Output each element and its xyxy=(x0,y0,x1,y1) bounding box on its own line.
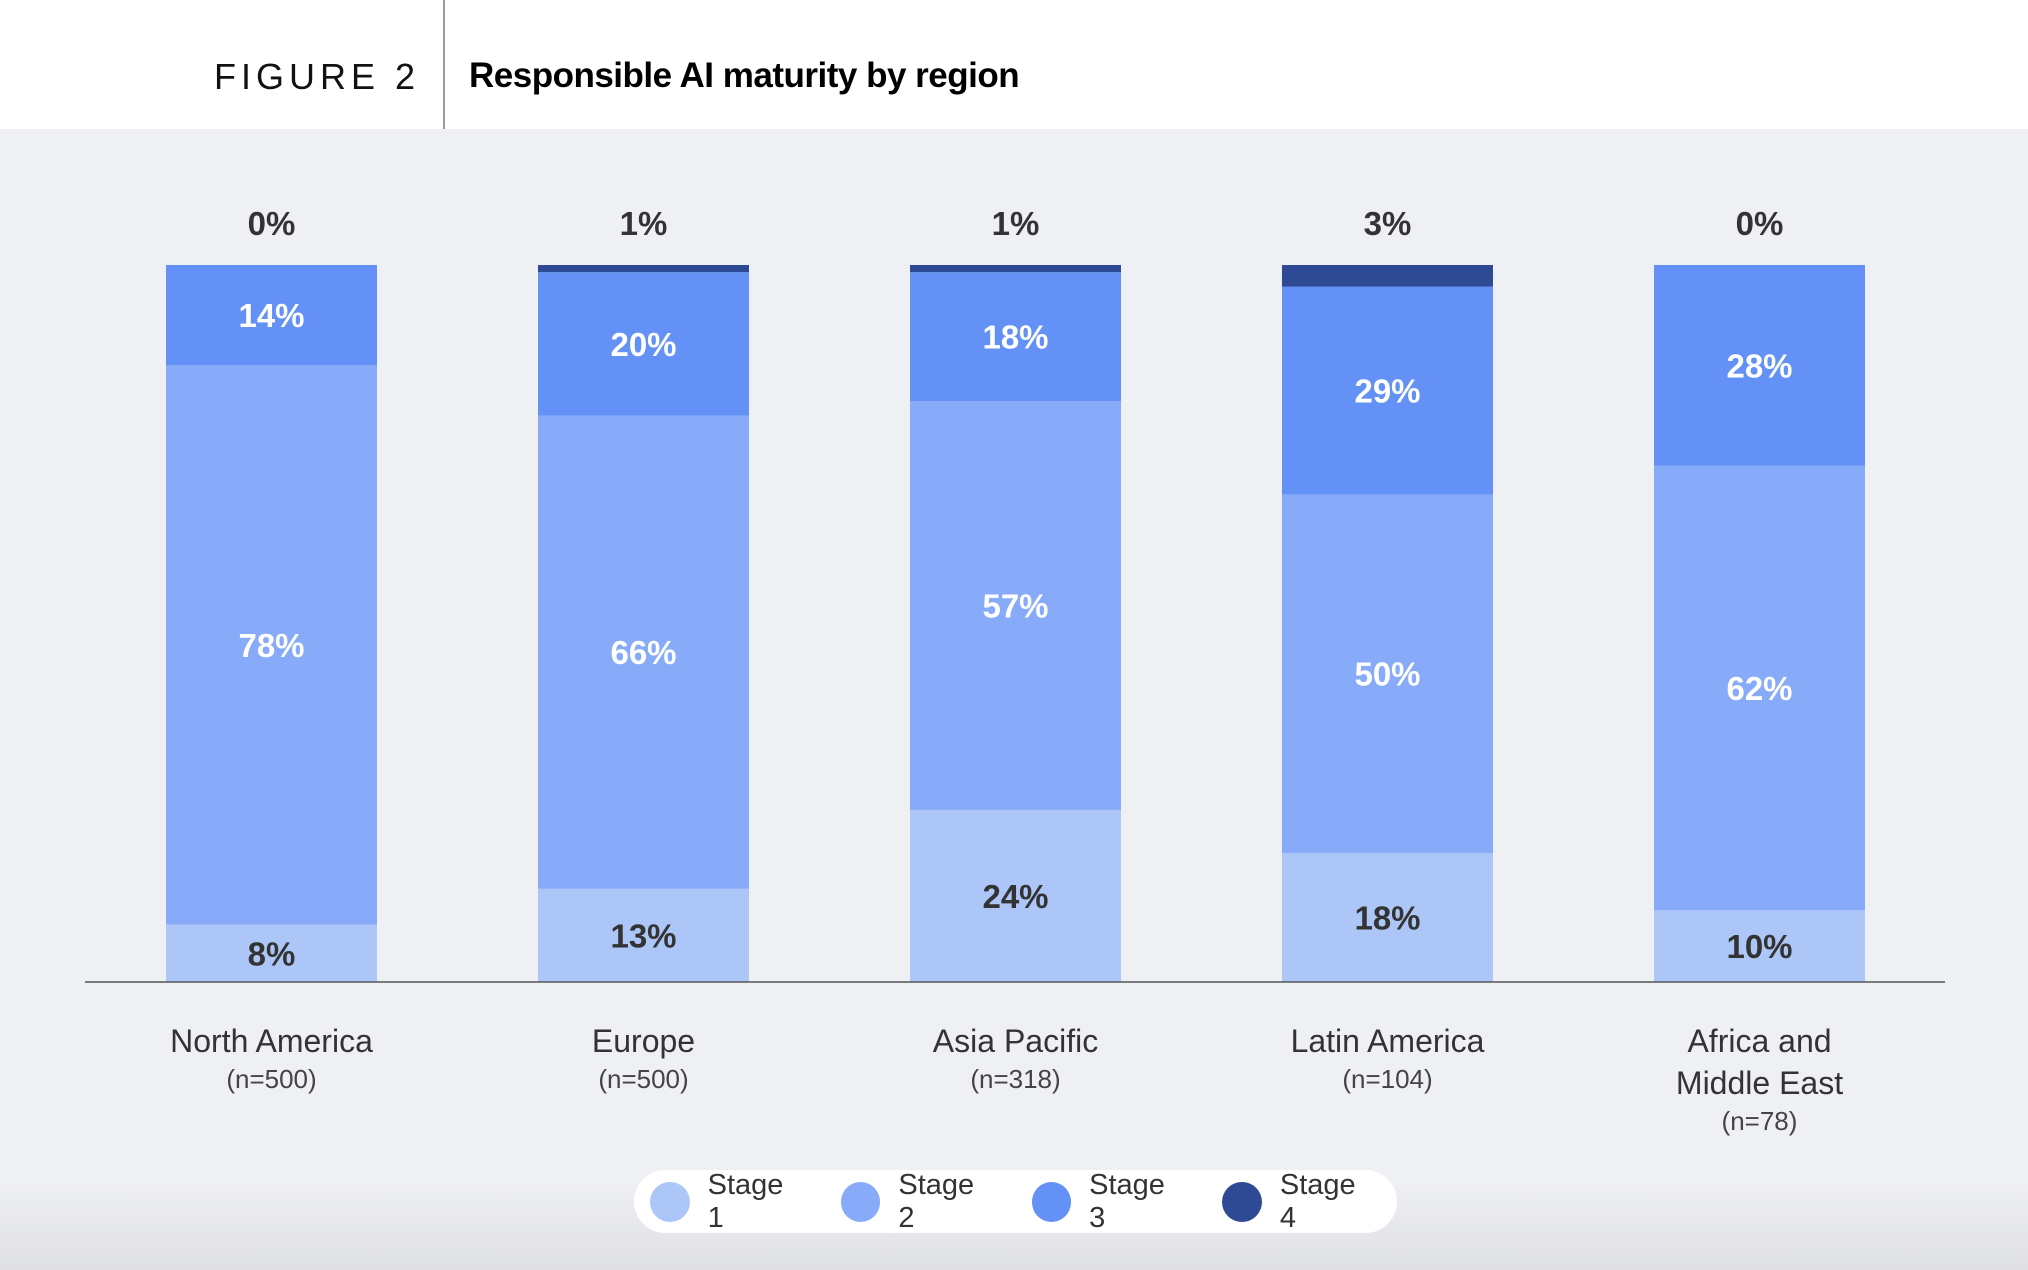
legend-label: Stage 4 xyxy=(1279,1168,1356,1234)
legend-swatch xyxy=(650,1181,690,1222)
bar-segment-stage-2 xyxy=(910,401,1121,810)
stacked-bar-chart: 8% 78% 14% 0% North America (n=500) 13% 66% 20% 1… xyxy=(85,205,1945,1136)
data-label: 29% xyxy=(1354,372,1420,409)
legend-swatch xyxy=(1031,1181,1072,1222)
legend-item-stage-3: Stage 3 xyxy=(1031,1168,1189,1235)
data-label: 8% xyxy=(248,935,296,972)
legend-label: Stage 2 xyxy=(898,1168,975,1234)
bar-segment-stage-4 xyxy=(538,265,749,273)
data-label: 62% xyxy=(1726,670,1792,707)
bar-segment-stage-2 xyxy=(1654,465,1865,911)
category-label: Asia Pacific xyxy=(933,1023,1098,1059)
data-label: 14% xyxy=(238,297,304,334)
category-sample-size: (n=78) xyxy=(1722,1106,1798,1136)
data-label-stage-4: 1% xyxy=(620,205,668,242)
category-label: Middle East xyxy=(1676,1065,1843,1101)
bar-segment-stage-4 xyxy=(910,265,1121,273)
data-label-stage-4: 1% xyxy=(992,205,1040,242)
bar-segment-stage-3 xyxy=(166,265,377,366)
data-label-stage-4: 3% xyxy=(1364,205,1412,242)
category-label: Africa and xyxy=(1687,1023,1831,1059)
bar-segment-stage-3 xyxy=(910,272,1121,402)
bar-segment-stage-1 xyxy=(538,888,749,982)
legend-item-stage-4: Stage 4 xyxy=(1222,1169,1379,1235)
category-sample-size: (n=500) xyxy=(598,1064,688,1094)
bar-segment-stage-1 xyxy=(910,809,1121,982)
legend-swatch xyxy=(840,1181,881,1222)
category-label: Europe xyxy=(592,1023,695,1059)
category-label: Latin America xyxy=(1291,1023,1485,1059)
bar-segment-stage-1 xyxy=(1282,852,1493,982)
data-label: 66% xyxy=(610,634,676,671)
data-label: 24% xyxy=(982,878,1048,915)
bar-segment-stage-3 xyxy=(1654,265,1865,466)
category-label: North America xyxy=(170,1023,373,1059)
bar-segment-stage-2 xyxy=(538,415,749,889)
legend-item-stage-1: Stage 1 xyxy=(650,1169,807,1235)
bar-segment-stage-1 xyxy=(166,924,377,982)
chart-title: Responsible AI maturity by region xyxy=(469,56,1020,95)
legend-swatch xyxy=(1222,1181,1262,1222)
data-label-stage-4: 0% xyxy=(1736,205,1784,242)
bar-segment-stage-3 xyxy=(1282,286,1493,495)
data-label: 28% xyxy=(1726,347,1792,384)
bar-segment-stage-2 xyxy=(1282,494,1493,853)
data-label: 18% xyxy=(982,319,1048,356)
bar-segment-stage-1 xyxy=(1654,910,1865,982)
legend-label: Stage 1 xyxy=(707,1168,784,1234)
category-sample-size: (n=318) xyxy=(970,1064,1060,1094)
data-label: 13% xyxy=(610,917,676,954)
data-label: 20% xyxy=(610,326,676,363)
category-sample-size: (n=500) xyxy=(226,1064,316,1094)
bar-segment-stage-4 xyxy=(1282,265,1493,287)
data-label-stage-4: 0% xyxy=(248,205,296,242)
data-label: 50% xyxy=(1354,656,1420,693)
data-label: 10% xyxy=(1726,928,1792,965)
category-sample-size: (n=104) xyxy=(1342,1064,1432,1094)
bar-segment-stage-3 xyxy=(538,272,749,416)
figure-label: FIGURE 2 xyxy=(213,56,420,97)
legend: Stage 1 Stage 2 Stage 3 Stage 4 xyxy=(634,1168,1397,1235)
figure-header: FIGURE 2 Responsible AI maturity by regi… xyxy=(0,0,2028,129)
header-divider xyxy=(443,0,445,129)
data-label: 18% xyxy=(1354,899,1420,936)
legend-item-stage-2: Stage 2 xyxy=(840,1168,998,1235)
legend-label: Stage 3 xyxy=(1089,1168,1165,1234)
bar-segment-stage-2 xyxy=(166,365,377,925)
data-label: 57% xyxy=(982,588,1048,625)
data-label: 78% xyxy=(238,627,304,664)
